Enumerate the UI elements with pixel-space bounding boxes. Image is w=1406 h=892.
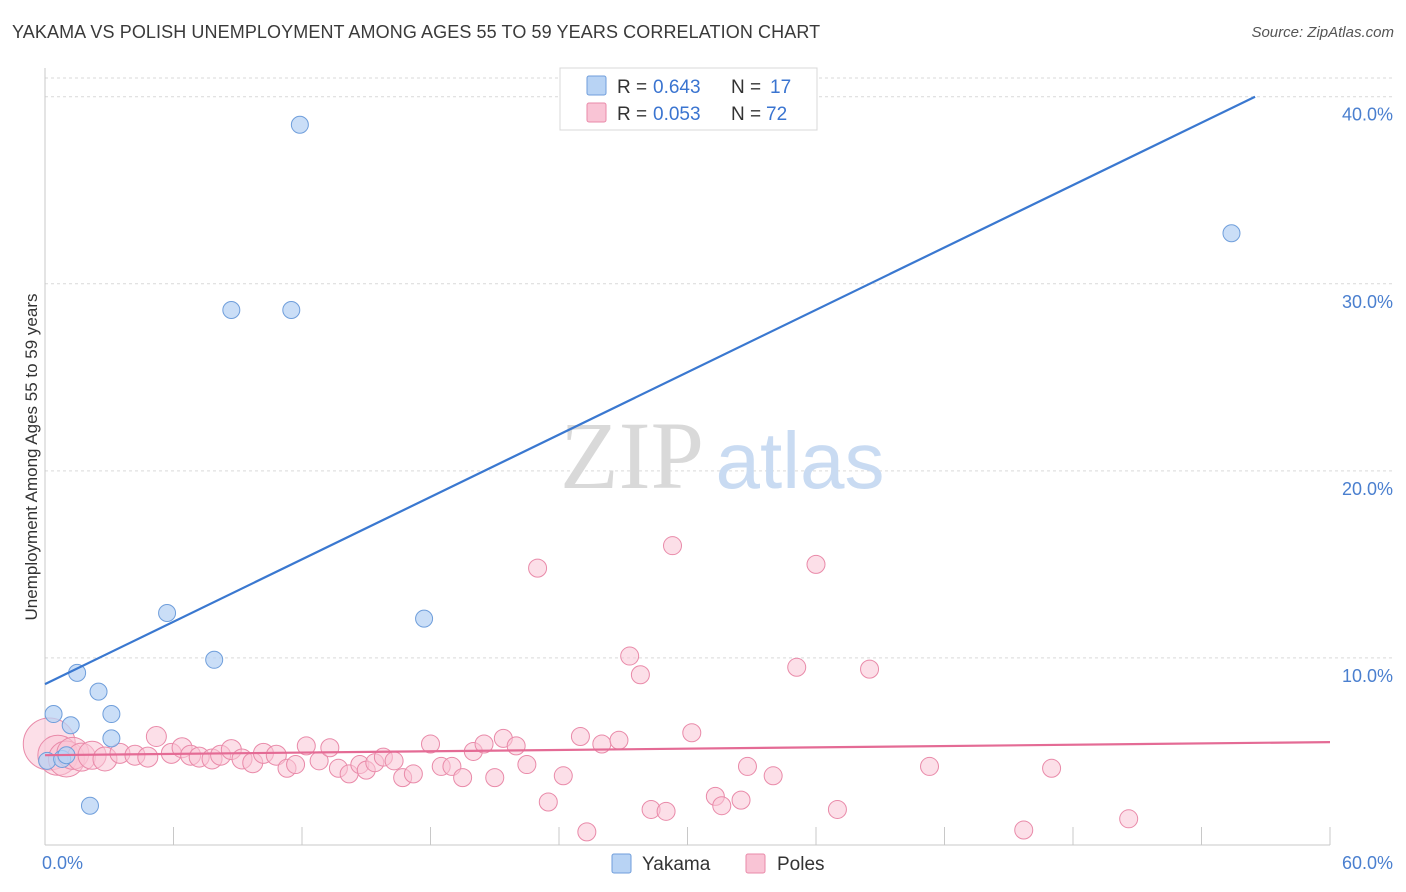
poles-point-50: [577, 822, 597, 842]
poles-point-71: [1119, 809, 1139, 829]
legend-swatch-poles: [586, 102, 607, 123]
poles-point-36: [421, 734, 440, 754]
poles-points: [22, 536, 1139, 842]
poles-point-45: [517, 755, 537, 775]
poles-point-39: [453, 768, 473, 788]
poles-point-54: [630, 665, 650, 685]
poles-point-52: [609, 730, 629, 750]
poles-point-46: [528, 558, 548, 578]
poles-point-53: [620, 646, 640, 666]
legend-r-label-2: R =: [617, 104, 647, 125]
x-tick-label-0: 0.0%: [42, 853, 83, 873]
poles-point-9: [137, 746, 159, 768]
legend-n-label-2: N =: [731, 104, 761, 125]
poles-point-42: [485, 768, 505, 788]
yakama-point-9: [102, 729, 121, 748]
legend-bottom-swatch-poles: [745, 853, 766, 874]
y-tick-label-0: 10.0%: [1342, 666, 1393, 686]
poles-point-67: [860, 659, 880, 679]
legend-r-label-1: R =: [617, 77, 647, 98]
y-tick-label-2: 30.0%: [1342, 292, 1393, 312]
y-tick-label-1: 20.0%: [1342, 479, 1393, 499]
yakama-point-11: [205, 650, 224, 669]
poles-point-48: [553, 766, 573, 786]
legend-bottom-swatch-yakama: [611, 853, 632, 874]
poles-point-65: [806, 554, 826, 574]
legend-swatch-yakama: [586, 75, 607, 96]
yakama-point-16: [1222, 224, 1241, 243]
poles-point-58: [682, 723, 702, 743]
poles-trend-line: [44, 741, 1331, 757]
legend-r-value-1: 0.643: [653, 77, 701, 98]
yakama-point-6: [80, 796, 99, 815]
legend-r-value-2: 0.053: [653, 104, 701, 125]
poles-point-21: [265, 744, 287, 766]
yakama-point-5: [68, 663, 87, 682]
poles-point-57: [663, 536, 683, 556]
yakama-point-13: [282, 300, 301, 319]
watermark-zip: ZIP: [560, 402, 704, 509]
poles-point-63: [763, 766, 783, 786]
legend-bottom-label-poles: Poles: [777, 854, 825, 875]
legend-n-label-1: N =: [731, 77, 761, 98]
watermark: ZIP atlas: [560, 402, 884, 509]
yakama-point-1: [44, 705, 63, 724]
legend-n-value-2: 72: [766, 104, 787, 125]
yakama-points: [38, 115, 1241, 815]
poles-point-69: [1014, 820, 1034, 840]
legend-n-value-1: 17: [770, 77, 791, 98]
poles-point-35: [403, 764, 423, 784]
grid-lines: [45, 77, 1395, 659]
poles-point-41: [474, 734, 494, 754]
source-credit: Source: ZipAtlas.com: [1251, 24, 1394, 41]
y-tick-label-3: 40.0%: [1342, 105, 1393, 125]
yakama-trend-line: [44, 95, 1256, 686]
poles-point-70: [1042, 758, 1062, 778]
legend-bottom-label-yakama: Yakama: [642, 854, 711, 875]
legend-bottom: Yakama Poles: [611, 853, 825, 875]
poles-point-24: [296, 736, 316, 756]
x-tick-label-1: 60.0%: [1342, 853, 1393, 873]
yakama-point-14: [290, 115, 309, 134]
yakama-point-8: [102, 705, 121, 724]
poles-point-60: [712, 796, 732, 816]
poles-point-10: [145, 725, 167, 747]
poles-point-68: [920, 756, 940, 776]
poles-point-47: [538, 792, 558, 812]
poles-point-44: [506, 736, 526, 756]
poles-point-26: [320, 738, 340, 758]
poles-point-33: [384, 751, 404, 771]
yakama-point-10: [158, 604, 177, 623]
poles-point-61: [731, 790, 751, 810]
y-axis-label: Unemployment Among Ages 55 to 59 years: [22, 294, 41, 621]
poles-point-56: [656, 801, 676, 821]
legend-top: R = 0.643 N = 17 R = 0.053 N = 72: [559, 67, 818, 131]
watermark-atlas: atlas: [716, 416, 885, 505]
yakama-point-15: [415, 609, 434, 628]
poles-point-23: [286, 755, 306, 775]
x-tick-labels: 0.0% 60.0%: [42, 853, 1393, 873]
yakama-point-12: [222, 300, 241, 319]
trend-lines: [44, 95, 1331, 757]
yakama-point-7: [89, 682, 108, 701]
poles-point-66: [827, 799, 847, 819]
chart-title: YAKAMA VS POLISH UNEMPLOYMENT AMONG AGES…: [12, 22, 821, 42]
poles-point-62: [737, 756, 757, 776]
poles-point-49: [570, 726, 590, 746]
y-tick-labels: 10.0% 20.0% 30.0% 40.0%: [1342, 105, 1393, 686]
poles-point-64: [787, 657, 807, 677]
yakama-point-4: [61, 716, 80, 735]
